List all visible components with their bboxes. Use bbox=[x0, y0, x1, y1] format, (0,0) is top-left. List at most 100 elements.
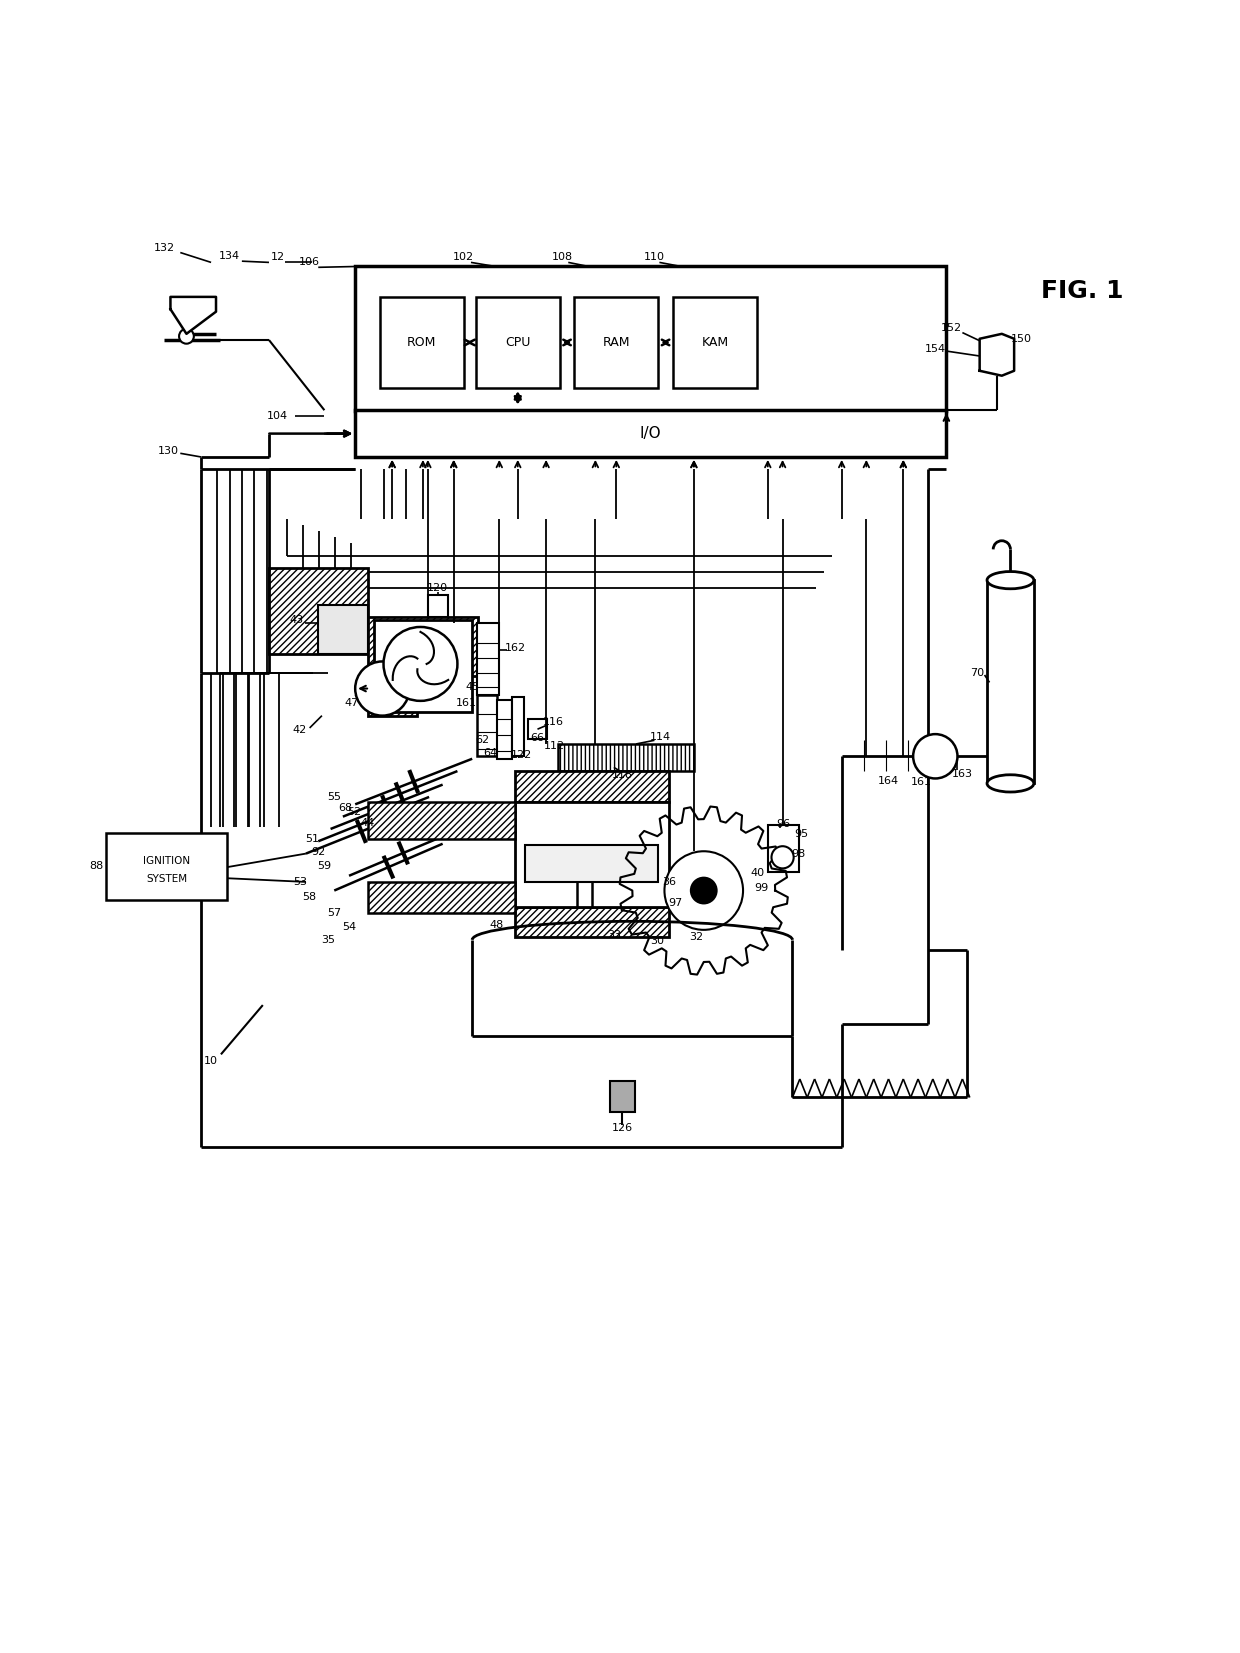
Text: 162: 162 bbox=[505, 643, 526, 653]
Circle shape bbox=[355, 661, 409, 716]
Bar bbox=[497, 699, 512, 759]
Bar bbox=[477, 694, 497, 757]
Text: 161: 161 bbox=[455, 698, 476, 709]
Bar bbox=[428, 595, 448, 617]
Ellipse shape bbox=[987, 572, 1034, 588]
Text: 163: 163 bbox=[952, 769, 973, 779]
Bar bbox=[768, 825, 799, 873]
Text: 59: 59 bbox=[317, 861, 331, 871]
Bar bbox=[987, 580, 1034, 784]
Text: 68: 68 bbox=[339, 803, 352, 813]
Bar bbox=[512, 698, 525, 757]
Text: CPU: CPU bbox=[505, 336, 531, 349]
Circle shape bbox=[179, 329, 193, 344]
Text: 97: 97 bbox=[668, 898, 682, 907]
Text: 96: 96 bbox=[776, 818, 791, 830]
Bar bbox=[516, 770, 670, 802]
Text: 120: 120 bbox=[427, 582, 449, 592]
Bar bbox=[367, 802, 516, 838]
Text: 99: 99 bbox=[754, 883, 769, 893]
Bar bbox=[673, 298, 756, 388]
Text: 104: 104 bbox=[267, 412, 288, 422]
Text: 55: 55 bbox=[327, 792, 341, 802]
Text: RAM: RAM bbox=[603, 336, 630, 349]
Text: 10: 10 bbox=[205, 1056, 218, 1066]
Circle shape bbox=[383, 626, 458, 701]
Text: 110: 110 bbox=[644, 253, 665, 263]
Text: 164: 164 bbox=[878, 775, 899, 785]
Bar bbox=[516, 906, 670, 937]
Bar bbox=[516, 802, 670, 906]
Text: 58: 58 bbox=[303, 891, 316, 901]
Text: 95: 95 bbox=[794, 828, 808, 838]
Bar bbox=[367, 676, 417, 716]
Circle shape bbox=[771, 846, 794, 868]
Text: 32: 32 bbox=[689, 932, 703, 942]
Ellipse shape bbox=[987, 775, 1034, 792]
Text: 35: 35 bbox=[321, 936, 335, 946]
Text: IGNITION: IGNITION bbox=[143, 856, 190, 866]
Text: 53: 53 bbox=[293, 878, 306, 888]
Text: 134: 134 bbox=[219, 251, 241, 261]
Text: 114: 114 bbox=[650, 732, 671, 742]
Text: 45: 45 bbox=[465, 683, 480, 693]
Text: 42: 42 bbox=[293, 726, 306, 736]
Bar bbox=[526, 845, 658, 883]
Bar bbox=[107, 833, 227, 901]
Text: 70: 70 bbox=[970, 668, 985, 678]
Text: 116: 116 bbox=[543, 717, 564, 727]
Polygon shape bbox=[170, 298, 216, 334]
Bar bbox=[379, 298, 464, 388]
Text: ROM: ROM bbox=[407, 336, 436, 349]
Text: 33: 33 bbox=[606, 931, 621, 941]
Text: 48: 48 bbox=[490, 921, 503, 931]
Text: 130: 130 bbox=[157, 446, 179, 456]
Text: 102: 102 bbox=[453, 253, 474, 263]
Bar bbox=[558, 744, 694, 770]
Text: 40: 40 bbox=[751, 868, 765, 878]
Text: 150: 150 bbox=[1011, 334, 1032, 344]
Bar bbox=[355, 266, 946, 412]
Bar bbox=[367, 883, 516, 912]
Polygon shape bbox=[980, 334, 1014, 375]
Text: 108: 108 bbox=[552, 253, 573, 263]
Bar bbox=[574, 298, 658, 388]
Text: 98: 98 bbox=[791, 848, 806, 858]
Text: FIG. 1: FIG. 1 bbox=[1040, 279, 1123, 302]
Bar bbox=[373, 620, 472, 712]
Text: 66: 66 bbox=[531, 732, 544, 742]
Text: 47: 47 bbox=[345, 698, 358, 709]
Text: 154: 154 bbox=[925, 344, 946, 354]
Text: 152: 152 bbox=[941, 322, 962, 332]
Text: 57: 57 bbox=[327, 907, 341, 917]
Circle shape bbox=[990, 347, 1004, 362]
Text: 112: 112 bbox=[544, 742, 565, 752]
Text: 52: 52 bbox=[347, 807, 361, 817]
Text: 64: 64 bbox=[484, 747, 497, 757]
Bar bbox=[355, 410, 946, 456]
Bar bbox=[269, 569, 367, 655]
Text: 62: 62 bbox=[475, 736, 489, 746]
Circle shape bbox=[691, 878, 717, 904]
Bar bbox=[528, 719, 547, 739]
Text: 122: 122 bbox=[511, 750, 532, 760]
Text: 92: 92 bbox=[311, 848, 325, 858]
Bar bbox=[319, 605, 367, 655]
Circle shape bbox=[913, 734, 957, 779]
Text: 161: 161 bbox=[911, 777, 932, 787]
Text: SYSTEM: SYSTEM bbox=[146, 874, 187, 884]
Text: 43: 43 bbox=[289, 615, 303, 625]
Bar bbox=[367, 617, 479, 676]
Text: 12: 12 bbox=[270, 253, 285, 263]
Circle shape bbox=[665, 851, 743, 931]
Bar bbox=[476, 298, 559, 388]
Text: 126: 126 bbox=[611, 1124, 634, 1134]
Text: 44: 44 bbox=[361, 818, 374, 828]
Text: 54: 54 bbox=[342, 922, 356, 932]
Text: 36: 36 bbox=[662, 878, 676, 888]
Text: 30: 30 bbox=[650, 936, 663, 946]
Text: 132: 132 bbox=[154, 243, 175, 253]
Text: I/O: I/O bbox=[640, 426, 662, 441]
Bar bbox=[477, 623, 500, 694]
Text: 51: 51 bbox=[305, 833, 319, 843]
